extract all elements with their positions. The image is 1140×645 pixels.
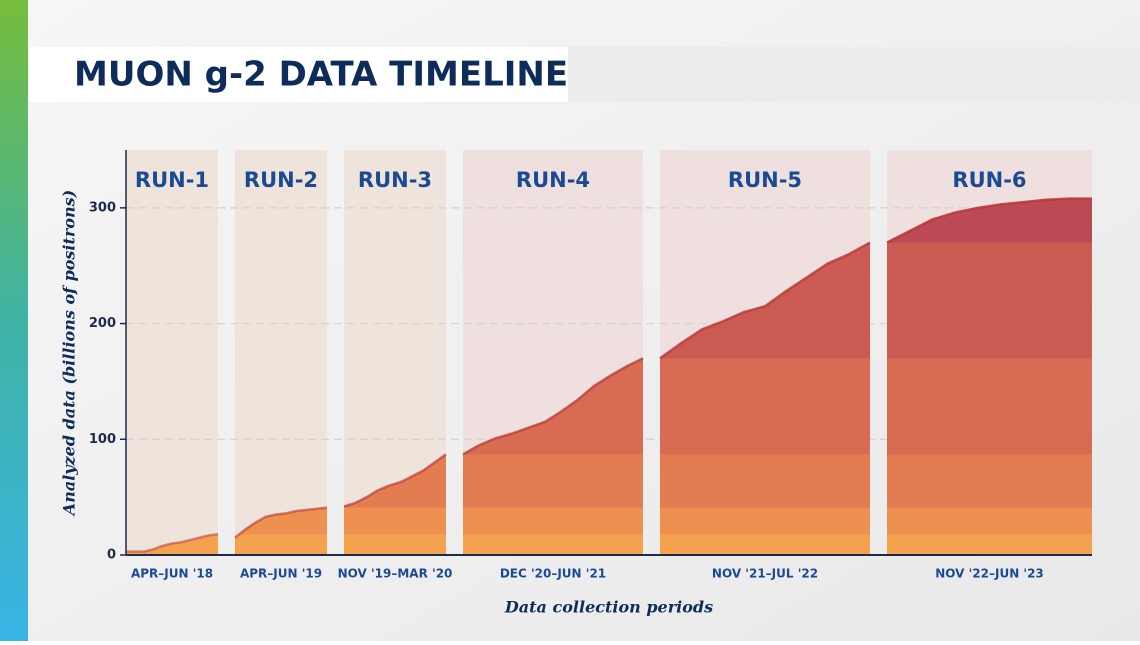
run-line: [126, 532, 219, 553]
x-tick-label: NOV '21–JUL '22: [712, 567, 818, 581]
prior-run-band: [660, 454, 870, 508]
prior-run-band: [463, 454, 643, 508]
run-line: [343, 453, 447, 508]
run-label: RUN-1: [135, 168, 209, 192]
y-axis-title: Analyzed data (billions of positrons): [60, 190, 79, 517]
x-tick-label: NOV '22–JUN '23: [935, 567, 1044, 581]
run-label: RUN-2: [244, 168, 318, 192]
prior-run-band: [887, 534, 1092, 555]
prior-run-band: [887, 507, 1092, 535]
run-label: RUN-3: [358, 168, 432, 192]
run-line: [234, 506, 328, 539]
prior-run-band: [344, 507, 446, 535]
run-label: RUN-4: [516, 168, 590, 192]
prior-run-band: [463, 507, 643, 535]
prior-run-band: [660, 534, 870, 555]
x-tick-label: NOV '19–MAR '20: [338, 567, 453, 581]
prior-run-band: [344, 534, 446, 555]
prior-run-band: [463, 534, 643, 555]
chart-title: MUON g-2 DATA TIMELINE: [74, 55, 568, 95]
x-tick-label: DEC '20–JUN '21: [500, 567, 606, 581]
run-panel: [235, 150, 327, 555]
prior-run-band: [887, 242, 1092, 359]
prior-run-band: [235, 534, 327, 555]
prior-run-band: [660, 507, 870, 535]
x-tick-label: APR–JUN '19: [240, 567, 322, 581]
prior-run-band: [660, 358, 870, 455]
y-tick-label: 300: [89, 200, 116, 215]
y-tick-label: 100: [89, 432, 116, 447]
run-label: RUN-5: [728, 168, 802, 192]
x-tick-label: APR–JUN '18: [131, 567, 213, 581]
x-axis-title: Data collection periods: [504, 598, 713, 617]
y-tick-label: 200: [89, 316, 116, 331]
run-line: [886, 197, 1092, 244]
prior-run-band: [887, 454, 1092, 508]
run-line: [659, 241, 871, 360]
y-tick-label: 0: [107, 548, 116, 563]
run-line: [462, 357, 644, 456]
run-label: RUN-6: [952, 168, 1026, 192]
run-panel: [126, 150, 218, 555]
prior-run-band: [887, 358, 1092, 455]
side-strip: [0, 0, 28, 641]
title-box: [28, 47, 568, 102]
